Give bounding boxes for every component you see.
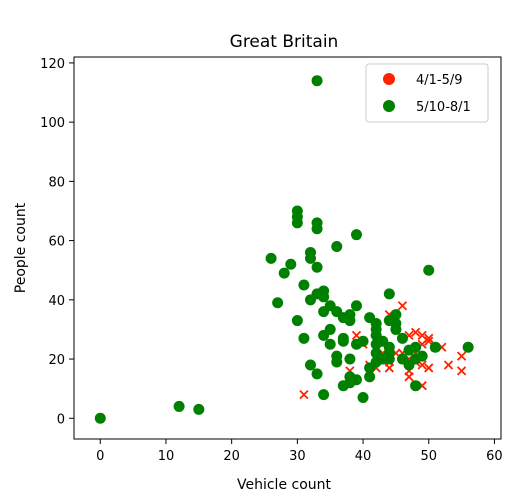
data-point-dot <box>291 315 303 327</box>
chart-title: Great Britain <box>230 32 339 52</box>
data-point-cross <box>456 366 467 376</box>
y-axis-label: People count <box>13 202 29 293</box>
data-point-dot <box>278 267 290 279</box>
x-tick-label: 0 <box>96 449 104 464</box>
data-point-dot <box>324 338 336 350</box>
data-point-dot <box>265 252 277 264</box>
data-point-dot <box>173 400 185 412</box>
data-point-cross <box>410 327 421 338</box>
data-point-dot <box>304 359 316 371</box>
data-point-dot <box>357 335 369 347</box>
data-point-cross <box>443 360 454 370</box>
data-point-dot <box>318 291 330 303</box>
data-point-dot <box>410 341 422 353</box>
x-tick-label: 60 <box>486 449 503 464</box>
data-point-dot <box>193 403 205 415</box>
y-axis-ticks: 0 20 40 60 80 100 120 <box>40 57 74 427</box>
plot-area <box>73 56 502 440</box>
data-point-dot <box>429 341 441 353</box>
data-point-dot <box>331 356 343 368</box>
data-point-dot <box>298 332 310 344</box>
data-point-dot <box>350 300 362 312</box>
data-point-dot <box>410 380 422 392</box>
legend-marker-series-1 <box>383 73 395 85</box>
x-tick-label: 30 <box>289 449 306 464</box>
data-point-dot <box>291 217 303 229</box>
series-2 <box>94 75 474 424</box>
data-point-dot <box>390 323 402 335</box>
data-point-dot <box>344 315 356 327</box>
x-tick-label: 50 <box>420 449 437 464</box>
data-point-dot <box>311 368 323 380</box>
x-axis-label: Vehicle count <box>237 477 332 493</box>
data-point-dot <box>311 261 323 273</box>
x-tick-label: 40 <box>355 449 372 464</box>
plot-frame <box>73 56 502 440</box>
data-point-dot <box>396 332 408 344</box>
data-point-cross <box>299 389 309 400</box>
data-point-dot <box>304 252 316 264</box>
data-point-dot <box>357 392 369 404</box>
data-point-dot <box>383 288 395 300</box>
data-point-dot <box>344 353 356 365</box>
data-point-cross <box>456 351 467 361</box>
x-axis-ticks: 0 10 20 30 40 50 60 <box>96 439 503 464</box>
data-point-dot <box>285 258 297 270</box>
data-point-dot <box>383 353 395 365</box>
data-point-dot <box>423 264 435 276</box>
data-point-dot <box>416 350 428 362</box>
x-tick-label: 10 <box>158 449 175 464</box>
data-point-dot <box>318 389 330 401</box>
legend-box <box>365 63 489 123</box>
data-point-dot <box>324 323 336 335</box>
data-point-dot <box>350 229 362 241</box>
data-point-dot <box>331 241 343 253</box>
data-point-dot <box>337 335 349 347</box>
x-tick-label: 20 <box>223 449 240 464</box>
y-tick-label: 40 <box>48 294 65 309</box>
legend-label-series-2: 5/10-8/1 <box>416 100 471 115</box>
y-tick-label: 20 <box>48 353 65 368</box>
data-point-dot <box>311 75 323 87</box>
y-tick-label: 80 <box>48 175 65 190</box>
data-point-cross <box>397 301 408 311</box>
data-point-dot <box>311 223 323 235</box>
legend-marker-series-2 <box>383 100 395 112</box>
data-point-dot <box>462 341 474 353</box>
y-tick-label: 0 <box>57 412 65 427</box>
legend: 4/1-5/9 5/10-8/1 <box>365 63 489 123</box>
data-point-dot <box>272 297 284 309</box>
data-point-cross <box>424 333 434 343</box>
data-point-dot <box>350 374 362 386</box>
y-tick-label: 120 <box>40 57 65 72</box>
y-tick-label: 60 <box>48 235 65 250</box>
data-point-dot <box>364 371 376 383</box>
data-point-dot <box>390 309 402 321</box>
data-point-cross <box>424 363 434 373</box>
y-tick-label: 100 <box>40 116 65 131</box>
data-point-cross <box>404 372 414 382</box>
data-point-dot <box>298 279 310 291</box>
data-point-dot <box>94 412 106 424</box>
legend-label-series-1: 4/1-5/9 <box>416 73 463 88</box>
